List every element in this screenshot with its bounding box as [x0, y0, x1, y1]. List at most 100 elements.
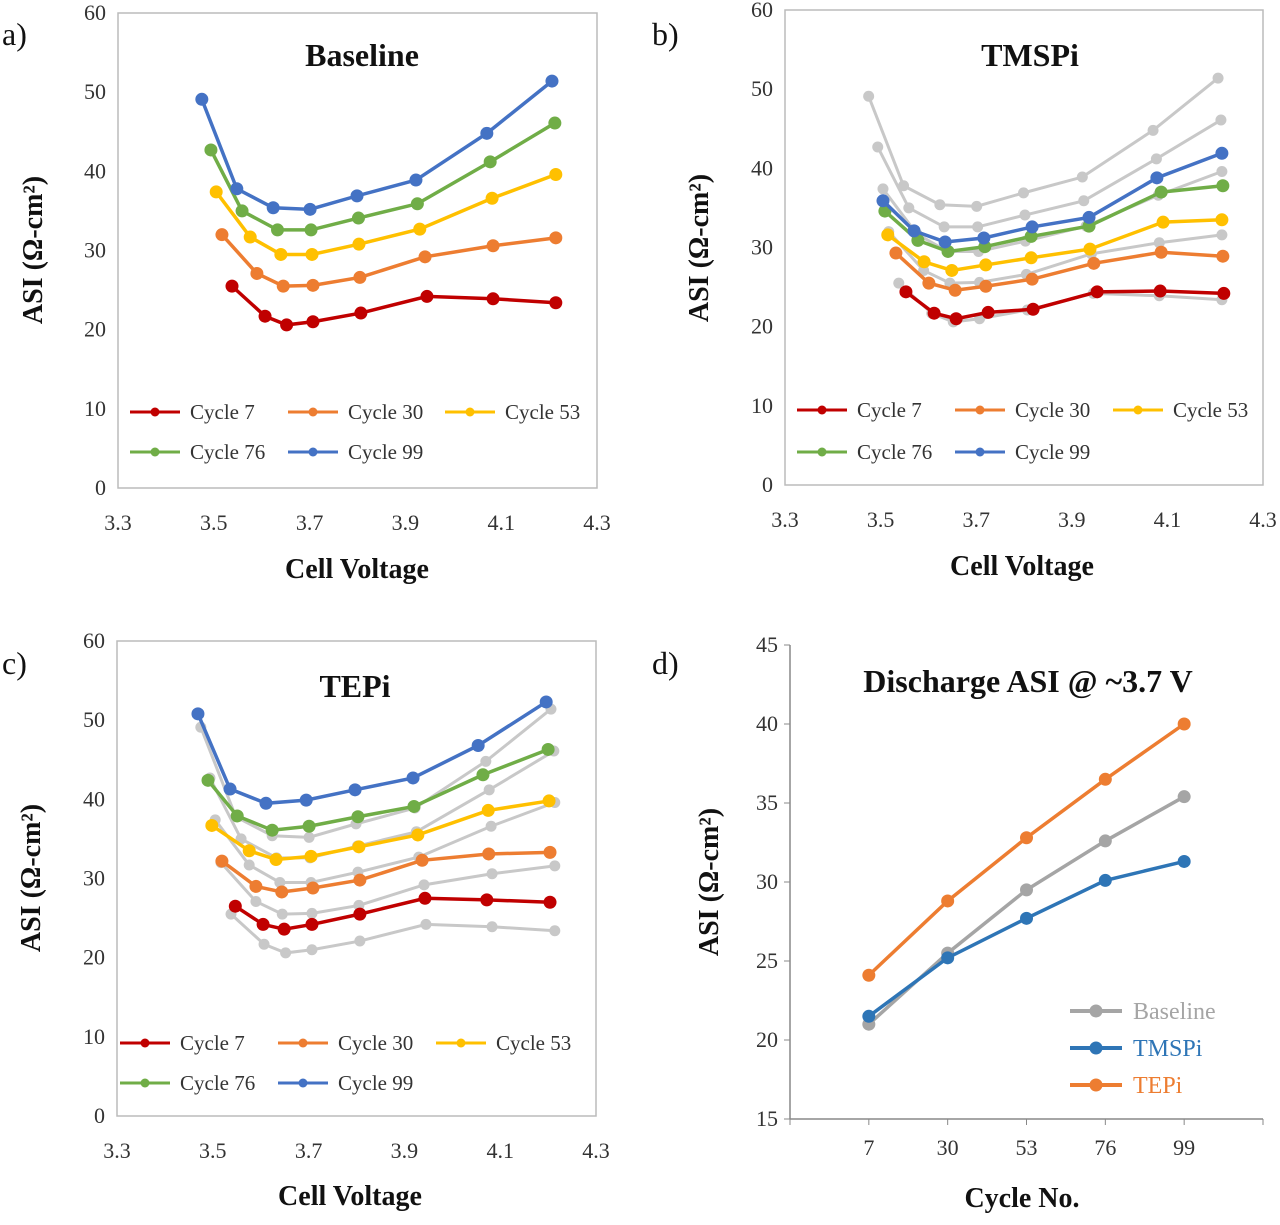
reference-series-point [1018, 187, 1030, 199]
series-cycle-53-point [881, 228, 895, 242]
series-cycle-30-point [1025, 272, 1039, 286]
y-tick-label: 20 [756, 1027, 778, 1052]
series-cycle-30-point [482, 847, 496, 861]
y-tick-label: 0 [94, 1103, 105, 1128]
reference-series-point [280, 947, 292, 959]
series-cycle-76-point [302, 819, 316, 833]
legend-marker [140, 1078, 150, 1088]
series-tmspi-point [862, 1009, 876, 1023]
series-baseline-line [867, 795, 1186, 1026]
x-axis-label: Cell Voltage [285, 554, 429, 585]
y-tick-label: 60 [84, 0, 106, 25]
y-tick-label: 35 [756, 790, 778, 815]
reference-series-point [303, 831, 315, 843]
legend-item: Cycle 53 [1113, 398, 1248, 422]
legend-label: Cycle 30 [1015, 398, 1090, 422]
series-cycle-7-point [225, 279, 239, 293]
series-cycle-7-point [927, 306, 941, 320]
x-tick-label: 3.3 [103, 1138, 131, 1163]
reference-series-point [893, 277, 905, 289]
reference-series-line [867, 76, 1220, 208]
series-cycle-53-point [413, 222, 427, 236]
series-tepi-point [1098, 772, 1112, 786]
series-cycle-7-point [981, 305, 995, 319]
y-tick-label: 10 [84, 396, 106, 421]
reference-series-point [1153, 237, 1165, 249]
series-baseline-point [1098, 834, 1112, 848]
series-cycle-7-point [899, 285, 913, 299]
legend-item: Cycle 53 [445, 400, 580, 424]
x-tick-label: 3.5 [867, 507, 895, 532]
panel-label: b) [652, 16, 679, 52]
series-cycle-76-point [230, 809, 244, 823]
series-cycle-99-point [223, 782, 237, 796]
series-cycle-99-line [881, 151, 1223, 244]
x-tick-label: 4.1 [487, 510, 515, 535]
legend-label: Cycle 30 [338, 1031, 413, 1055]
series-cycle-99-point [1215, 146, 1229, 160]
reference-series-point [274, 876, 286, 888]
series-cycle-76-point [265, 823, 279, 837]
y-tick-label: 10 [83, 1024, 105, 1049]
series-cycle-53-point [945, 263, 959, 277]
legend-label: Cycle 30 [348, 400, 423, 424]
series-cycle-53-point [274, 247, 288, 261]
series-cycle-76-point [410, 197, 424, 211]
reference-series-point [903, 202, 915, 214]
legend-label: Cycle 76 [180, 1071, 255, 1095]
series-cycle-99-point [876, 194, 890, 208]
x-tick-label: 4.1 [486, 1138, 514, 1163]
legend-label: Cycle 53 [1173, 398, 1248, 422]
reference-series-point [306, 944, 318, 956]
legend-label: Cycle 53 [505, 400, 580, 424]
series-cycle-30-point [1154, 245, 1168, 259]
x-tick-label: 3.5 [199, 1138, 227, 1163]
panel-b: 0 10 20 30 40 50 60 3.3 3.5 3.7 3.9 4.1 4.3 b) TMSPi Ce… [652, 0, 1277, 582]
legend-label: Cycle 76 [857, 440, 932, 464]
x-tick-label: 3.7 [296, 510, 324, 535]
legend-marker [1089, 1041, 1103, 1055]
reference-series-point [1216, 229, 1228, 241]
chart-title: TMSPi [981, 37, 1079, 73]
legend-label: Cycle 76 [190, 440, 265, 464]
series-cycle-30-point [276, 279, 290, 293]
y-tick-label: 25 [756, 948, 778, 973]
series-cycle-99-point [191, 707, 205, 721]
series-cycle-53-point [209, 185, 223, 199]
series-cycle-30-line [220, 233, 557, 288]
y-tick-label: 30 [751, 235, 773, 260]
legend-item: Cycle 99 [278, 1071, 413, 1095]
series-cycle-76-point [304, 223, 318, 237]
reference-series-point [938, 221, 950, 233]
legend-item: Cycle 76 [797, 440, 932, 464]
legend-marker [140, 1038, 150, 1048]
legend-label: Cycle 7 [180, 1031, 245, 1055]
series-cycle-99-point [1150, 171, 1164, 185]
y-axis-label: ASI (Ω-cm²) [684, 174, 715, 322]
series-cycle-7-point [418, 891, 432, 905]
series-cycle-76-point [476, 768, 490, 782]
legend-item: TMSPi [1070, 1036, 1203, 1062]
series-tmspi-point [941, 951, 955, 965]
y-tick-label: 30 [83, 866, 105, 891]
legend-marker [150, 407, 160, 417]
series-cycle-53-point [549, 168, 563, 181]
y-tick-label: 30 [84, 238, 106, 263]
series-cycle-99-point [480, 126, 494, 140]
series-cycle-7-point [420, 289, 434, 303]
series-cycle-30-point [249, 879, 263, 893]
panel-c: 0 10 20 30 40 50 60 3.3 3.5 3.7 3.9 4.1 4.3 c) TEPi Cel… [2, 628, 610, 1212]
series-tepi-point [1177, 717, 1191, 731]
reference-series-point [877, 183, 889, 195]
reference-series-point [306, 907, 318, 919]
series-cycle-7-point [549, 296, 563, 310]
series-cycle-30-point [353, 873, 367, 887]
series-cycle-99-point [1082, 210, 1096, 224]
series-cycle-99-point [266, 201, 280, 215]
series-cycle-53-point [411, 828, 425, 842]
reference-series-point [1150, 153, 1162, 165]
series-cycle-99-line [200, 79, 554, 212]
series-cycle-7-point [306, 315, 320, 329]
legend-item: Cycle 7 [130, 400, 255, 424]
reference-series-line [213, 801, 556, 884]
